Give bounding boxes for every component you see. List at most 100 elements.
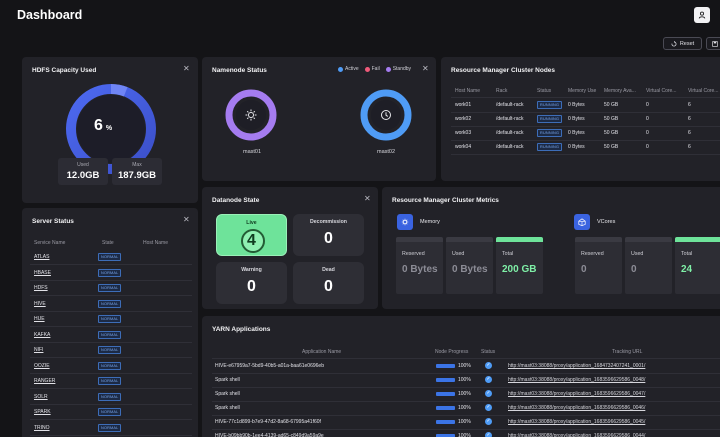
table-cell: /default-rack [496, 144, 524, 150]
yarn-app-name: HIVE-b09bb90b-1ee4-4139-ad65-c849d9a59a9… [215, 433, 324, 437]
service-link-trino[interactable]: TRINO [34, 424, 50, 431]
row-divider [30, 326, 192, 327]
datanode-state-card: Datanode State ✕ Live 4 Decommission 0 W… [202, 187, 378, 309]
tile-accent-bar [446, 237, 493, 242]
rm-cluster-metrics-card: Resource Manager Cluster Metrics Memory … [382, 187, 720, 309]
yarn-header-cell: Status [481, 349, 496, 355]
memory-reserved-tile: Reserved 0 Bytes [396, 237, 443, 294]
table-cell: 50 GB [604, 102, 619, 108]
yarn-progress-label: 100% [458, 419, 471, 425]
memory-used-label: Used [452, 251, 465, 257]
datanode-dead-tile[interactable]: Dead 0 [293, 262, 364, 304]
vcores-icon-box [574, 214, 590, 230]
close-icon[interactable]: ✕ [364, 194, 371, 203]
table-cell: 0 Bytes [568, 102, 585, 108]
user-profile-button[interactable] [694, 7, 710, 23]
vcores-used-value: 0 [631, 264, 637, 275]
memory-icon [401, 218, 409, 226]
datanode-warning-tile[interactable]: Warning 0 [216, 262, 287, 304]
service-link-spark[interactable]: SPARK [34, 409, 51, 415]
datanode-title: Datanode State [212, 197, 260, 204]
save-layout-button[interactable] [706, 37, 720, 50]
service-link-ranger[interactable]: RANGER [34, 378, 56, 384]
reset-button[interactable]: Reset [663, 37, 702, 50]
status-badge: NORMAL [98, 268, 122, 277]
server-header-cell: Host Name [143, 240, 169, 246]
vcores-reserved-label: Reserved [581, 251, 604, 257]
server-status-title: Server Status [32, 218, 74, 225]
namenode-title: Namenode Status [212, 67, 267, 74]
status-badge: RUNNING [537, 101, 563, 109]
service-link-nifi[interactable]: NIFI [34, 347, 44, 353]
memory-total-tile: Total 200 GB [496, 237, 543, 294]
hdfs-percent-unit: % [105, 125, 113, 132]
service-link-hue[interactable]: HUE [34, 316, 45, 322]
service-link-hive[interactable]: HIVE [34, 300, 46, 307]
hdfs-used-label: Used [77, 162, 89, 168]
datanode-warning-value: 0 [247, 278, 256, 295]
datanode-live-tile[interactable]: Live 4 [216, 214, 287, 256]
namenode-node-mast02[interactable] [360, 89, 412, 141]
row-divider [30, 434, 192, 436]
table-cell: 50 GB [604, 144, 619, 150]
row-divider [30, 264, 192, 265]
service-link-atlas[interactable]: ATLAS [34, 254, 50, 260]
status-badge: NORMAL [98, 346, 122, 354]
vcores-used-tile: Used 0 [625, 237, 672, 294]
yarn-tracking-url[interactable]: http://mast03:38088/proxy/application_16… [508, 405, 646, 411]
yarn-tracking-url[interactable]: http://mast03:38088/proxy/application_16… [508, 391, 646, 397]
tile-accent-bar [575, 237, 622, 242]
table-cell: /default-rack [496, 116, 524, 122]
status-badge: NORMAL [98, 253, 122, 261]
yarn-tracking-url[interactable]: http://mast03:38088/proxy/application_16… [508, 419, 646, 425]
memory-used-tile: Used 0 Bytes [446, 237, 493, 294]
clock-icon [381, 110, 391, 120]
yarn-progress-bar [436, 406, 455, 410]
table-cell: 50 GB [604, 116, 619, 122]
memory-reserved-label: Reserved [402, 251, 425, 257]
service-link-kafka[interactable]: KAFKA [34, 331, 51, 338]
datanode-dead-value: 0 [324, 278, 333, 295]
datanode-decommission-tile[interactable]: Decommission 0 [293, 214, 364, 256]
yarn-header-cell: Tracking URL [612, 349, 643, 355]
datanode-live-ring [241, 229, 265, 253]
namenode-node-mast01[interactable] [225, 89, 277, 141]
service-link-solr[interactable]: SOLR [34, 393, 48, 400]
check-circle-icon: ✓ [485, 362, 492, 369]
rm-nodes-header-cell: Status [537, 88, 552, 94]
close-icon[interactable]: ✕ [422, 64, 429, 73]
vcores-icon [578, 218, 586, 226]
row-divider [212, 415, 720, 416]
table-cell: 6 [688, 102, 691, 108]
memory-reserved-value: 0 Bytes [402, 264, 438, 275]
legend-active: Active [338, 66, 359, 72]
status-badge: NORMAL [98, 408, 122, 416]
yarn-progress-label: 100% [458, 405, 471, 411]
tile-accent-bar [625, 237, 672, 242]
hdfs-used-box: Used 12.0GB [58, 158, 108, 185]
datanode-live-label: Live [246, 220, 257, 226]
tile-accent-bar [496, 237, 543, 242]
yarn-app-name: Spark shell [215, 377, 240, 383]
namenode-status-card: Namenode Status Active Fail Standby ✕ ma… [202, 57, 436, 181]
yarn-tracking-url[interactable]: http://mast03:38088/proxy/application_16… [508, 363, 646, 369]
hdfs-capacity-title: HDFS Capacity Used [32, 67, 97, 74]
server-header-cell: State [102, 240, 114, 246]
service-link-hdfs[interactable]: HDFS [34, 285, 48, 291]
table-cell: /default-rack [496, 102, 524, 108]
row-divider [451, 140, 720, 141]
check-circle-icon: ✓ [485, 390, 492, 397]
close-icon[interactable]: ✕ [183, 215, 190, 224]
memory-total-value: 200 GB [502, 264, 537, 275]
close-icon[interactable]: ✕ [183, 64, 190, 73]
status-badge: RUNNING [537, 129, 563, 137]
rm-nodes-header-cell: Host Name [455, 88, 481, 94]
yarn-header-cell: Application Name [302, 349, 342, 355]
user-icon [698, 11, 706, 19]
service-link-hbase[interactable]: HBASE [34, 269, 51, 276]
service-link-oozie[interactable]: OOZIE [34, 362, 50, 369]
yarn-applications-card: YARN Applications Application Name Node P… [202, 316, 720, 437]
yarn-tracking-url[interactable]: http://mast03:38088/proxy/application_16… [508, 433, 646, 437]
yarn-progress-fill [436, 392, 455, 396]
yarn-tracking-url[interactable]: http://mast03:38088/proxy/application_16… [508, 377, 646, 383]
